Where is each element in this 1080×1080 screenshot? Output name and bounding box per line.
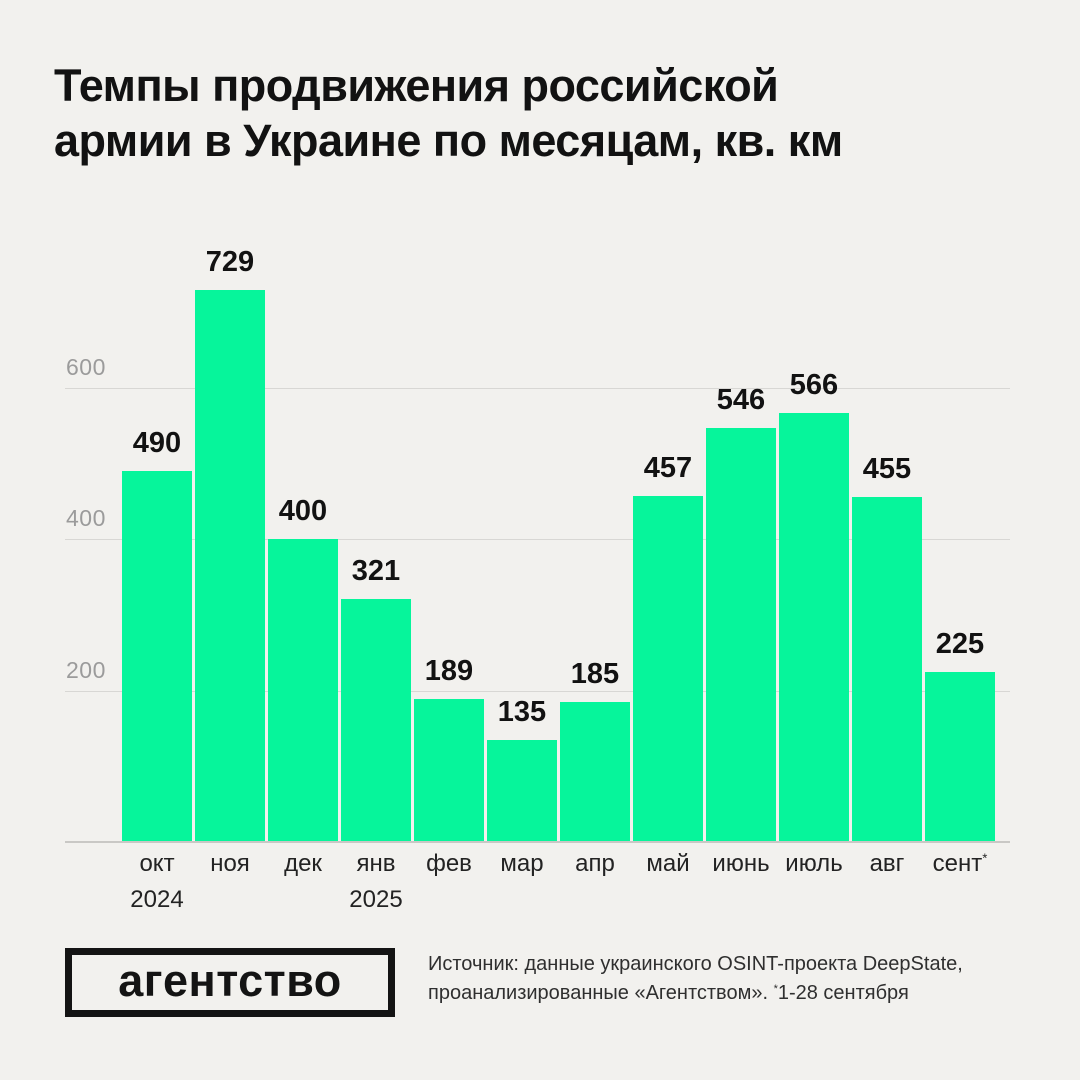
month-label-сент: сент* [932,850,988,877]
bar-май [633,495,703,842]
bar-фев [414,698,484,842]
source-note: Источник: данные украинского OSINT-проек… [428,950,1008,1008]
value-label-июнь: 546 [716,384,766,417]
year-label-2025: 2025 [349,886,403,913]
footnote-asterisk: * [982,850,988,866]
chart-title: Темпы продвижения российской армии в Укр… [54,58,843,168]
gridline-400 [65,539,1010,540]
month-label-окт: окт [139,850,175,877]
value-label-фев: 189 [424,654,474,687]
bar-июнь [706,428,776,842]
x-axis-baseline [65,841,1010,843]
bar-ноя [195,289,265,842]
month-label-ноя: ноя [210,850,250,877]
gridline-600 [65,387,1010,389]
bar-июль [779,413,849,842]
bar-мар [487,739,557,842]
value-label-янв: 321 [351,554,401,587]
ytick-label-200: 200 [66,656,106,683]
year-label-2024: 2024 [130,886,184,913]
gridline-200 [65,690,1010,692]
value-label-май: 457 [643,451,693,484]
month-label-июль: июль [785,850,843,877]
month-label-авг: авг [869,850,905,877]
bar-янв [341,598,411,842]
value-label-ноя: 729 [205,245,255,278]
month-label-дек: дек [284,850,322,877]
value-label-авг: 455 [862,453,912,486]
source-line-2: проанализированные «Агентством». *1-28 с… [428,982,909,1004]
bar-окт [122,470,192,842]
month-label-май: май [646,850,690,877]
month-label-апр: апр [575,850,615,877]
value-label-окт: 490 [132,426,182,459]
footnote-asterisk: * [773,982,778,995]
month-label-янв: янв [356,850,396,877]
value-label-сент: 225 [935,627,985,660]
source-line-1: Источник: данные украинского OSINT-проек… [428,953,963,975]
bar-сент [925,671,995,842]
month-label-июнь: июнь [712,850,770,877]
bar-дек [268,539,338,842]
chart-title-line-1: Темпы продвижения российской [54,60,779,111]
value-label-апр: 185 [570,657,620,690]
logo-text: агентство [118,955,342,1006]
value-label-мар: 135 [497,695,547,728]
value-label-дек: 400 [278,495,328,527]
bar-апр [560,701,630,842]
ytick-label-600: 600 [66,353,106,380]
ytick-label-400: 400 [66,505,106,531]
month-label-фев: фев [426,850,472,877]
agentstvo-logo: агентство [65,948,395,1017]
month-label-мар: мар [500,850,544,877]
value-label-июль: 566 [789,369,839,402]
bar-авг [852,497,922,842]
chart-title-line-2: армии в Украине по месяцам, кв. км [54,115,843,166]
